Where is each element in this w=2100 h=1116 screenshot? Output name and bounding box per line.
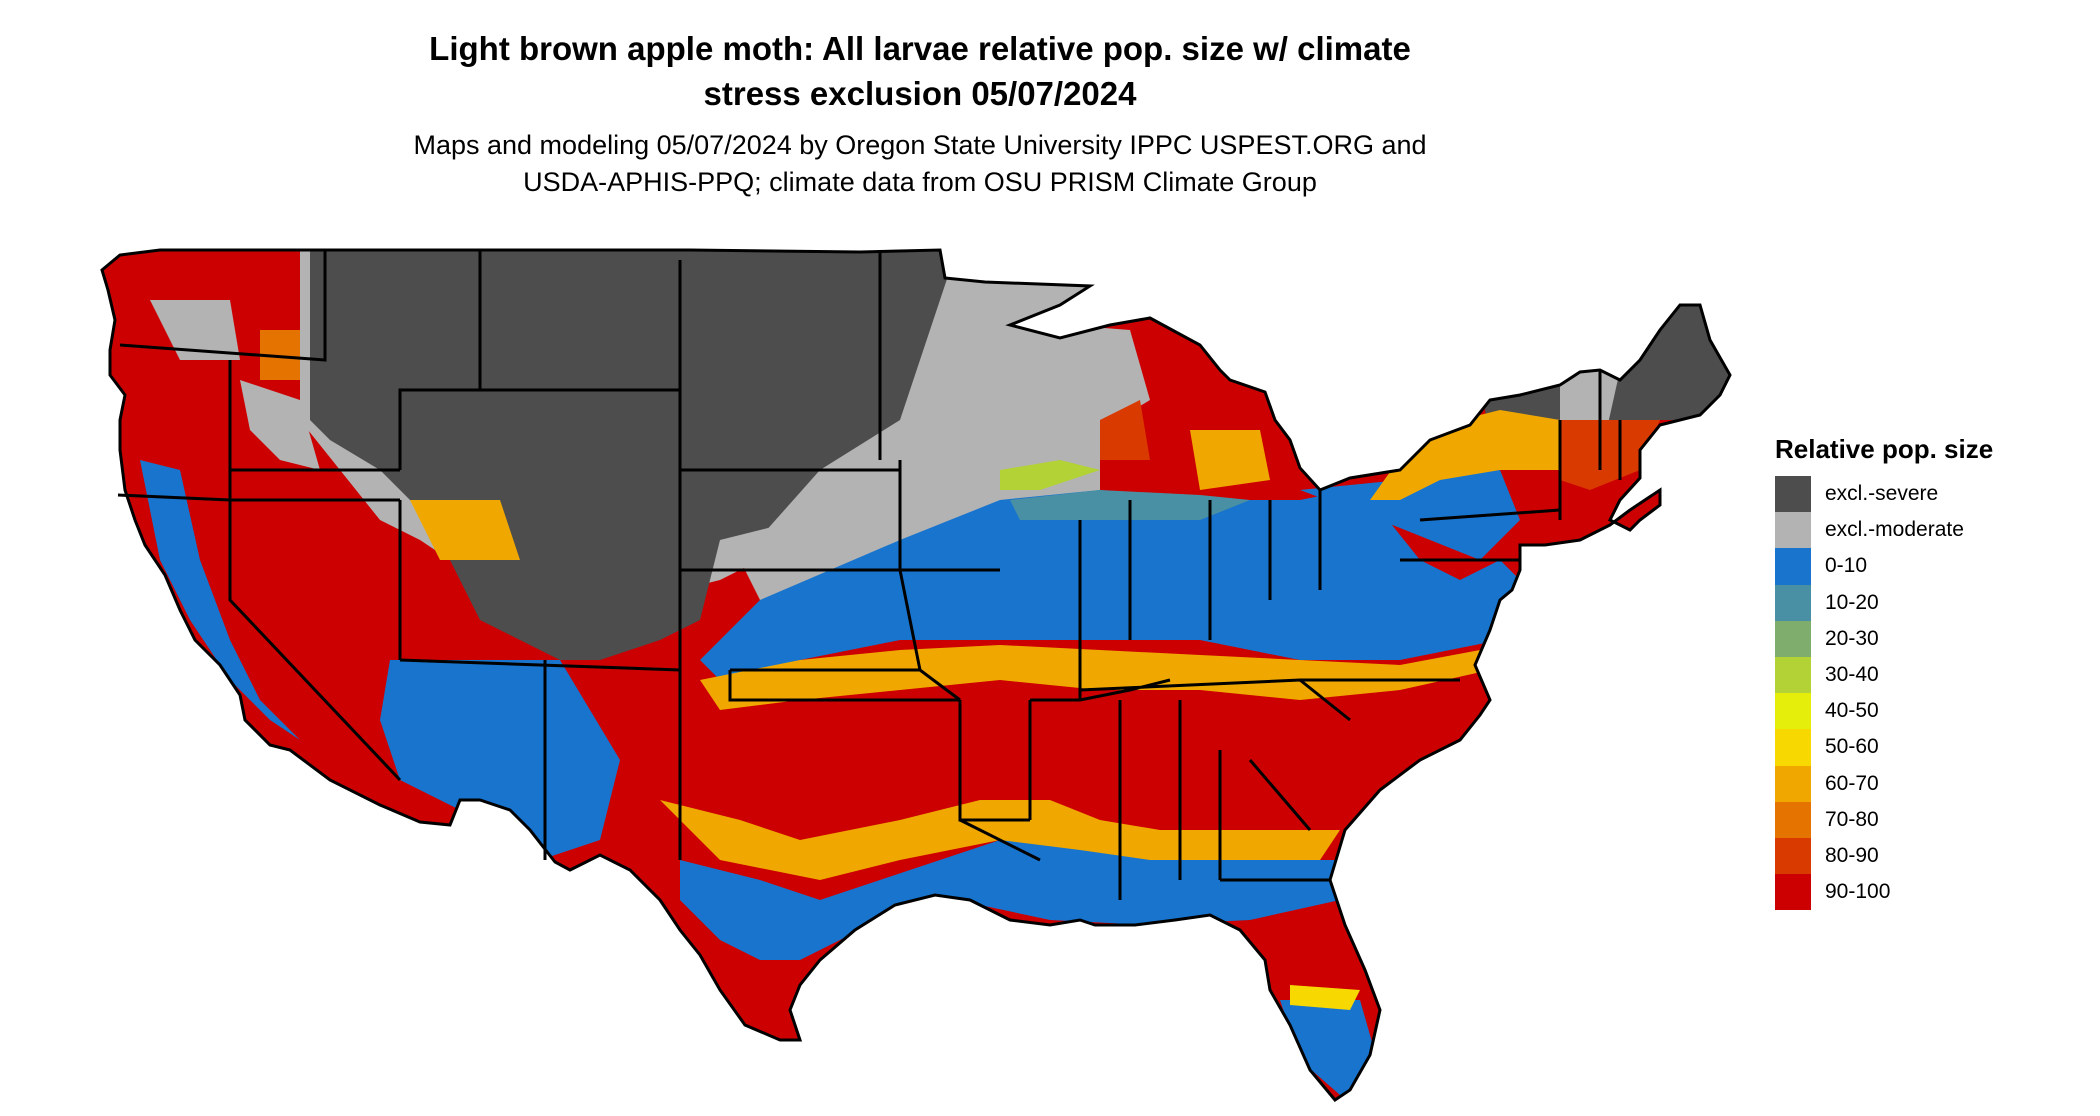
- legend-swatch: [1775, 476, 1811, 513]
- legend-item: 90-100: [1775, 874, 2075, 911]
- legend-label: 20-30: [1825, 626, 1879, 650]
- legend-label: excl.-severe: [1825, 482, 1939, 506]
- legend-swatch: [1775, 620, 1811, 657]
- legend-swatch: [1775, 656, 1811, 694]
- legend-label: 90-100: [1825, 880, 1891, 904]
- legend-label: excl.-moderate: [1825, 518, 1964, 542]
- legend-label: 30-40: [1825, 663, 1879, 687]
- legend-items: excl.-severe excl.-moderate 0-10 10-20 20-30…: [1775, 476, 2075, 911]
- legend-swatch: [1775, 584, 1811, 621]
- legend-item: excl.-moderate: [1775, 512, 2075, 549]
- subtitle-line-2: USDA-APHIS-PPQ; climate data from OSU PR…: [523, 167, 1317, 197]
- map-subtitle: Maps and modeling 05/07/2024 by Oregon S…: [0, 127, 1840, 201]
- us-map: [100, 248, 1732, 1102]
- subtitle-line-1: Maps and modeling 05/07/2024 by Oregon S…: [413, 130, 1427, 160]
- legend-item: 70-80: [1775, 801, 2075, 838]
- legend-item: 50-60: [1775, 729, 2075, 766]
- legend-item: excl.-severe: [1775, 476, 2075, 513]
- legend-item: 40-50: [1775, 693, 2075, 730]
- legend-swatch: [1775, 765, 1811, 802]
- legend-label: 40-50: [1825, 699, 1879, 723]
- legend-item: 10-20: [1775, 584, 2075, 621]
- legend-item: 30-40: [1775, 656, 2075, 694]
- legend-swatch: [1775, 693, 1811, 730]
- legend-item: 60-70: [1775, 765, 2075, 802]
- legend-label: 70-80: [1825, 807, 1879, 831]
- legend-label: 0-10: [1825, 554, 1868, 578]
- legend-swatch: [1775, 874, 1811, 911]
- state-boundaries: [100, 248, 1732, 1102]
- title-line-2: stress exclusion 05/07/2024: [703, 75, 1137, 112]
- legend-swatch: [1775, 548, 1811, 585]
- legend: Relative pop. size excl.-severe excl.-mod…: [1775, 432, 2075, 911]
- legend-swatch: [1775, 512, 1811, 549]
- title-line-1: Light brown apple moth: All larvae relat…: [429, 30, 1411, 67]
- legend-label: 60-70: [1825, 771, 1879, 795]
- map-title: Light brown apple moth: All larvae relat…: [0, 26, 1840, 116]
- legend-swatch: [1775, 837, 1811, 875]
- legend-label: 80-90: [1825, 843, 1879, 867]
- legend-item: 0-10: [1775, 548, 2075, 585]
- legend-title: Relative pop. size: [1775, 434, 1994, 464]
- legend-item: 80-90: [1775, 837, 2075, 875]
- legend-swatch: [1775, 801, 1811, 838]
- legend-label: 50-60: [1825, 735, 1879, 759]
- legend-item: 20-30: [1775, 620, 2075, 657]
- legend-swatch: [1775, 729, 1811, 766]
- legend-label: 10-20: [1825, 590, 1879, 614]
